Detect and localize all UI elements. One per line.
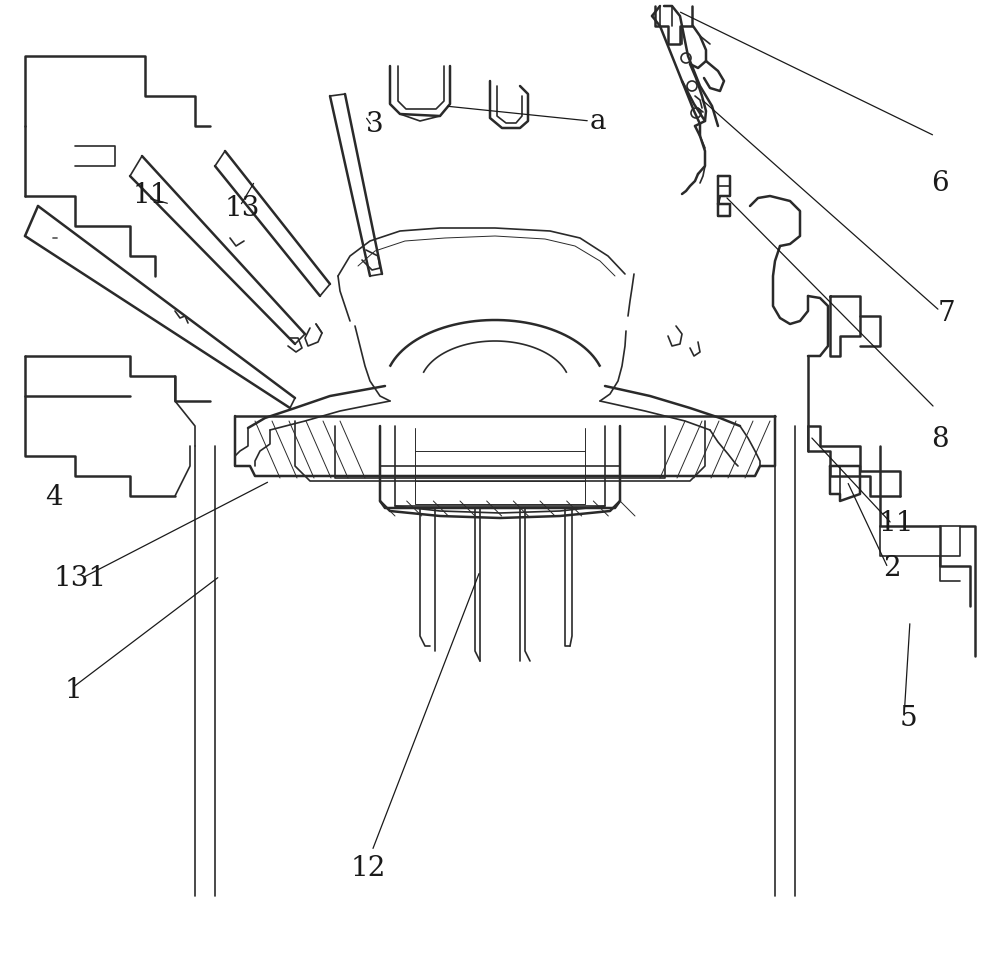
Text: 131: 131 — [53, 565, 107, 592]
Text: 2: 2 — [883, 555, 901, 582]
Text: 5: 5 — [899, 706, 917, 732]
Text: 7: 7 — [937, 300, 955, 327]
Text: 6: 6 — [931, 170, 949, 197]
Text: 8: 8 — [931, 426, 949, 453]
Text: 12: 12 — [350, 855, 386, 881]
Text: 13: 13 — [224, 195, 260, 222]
Text: a: a — [590, 108, 606, 135]
Text: 11: 11 — [132, 183, 168, 209]
Text: 11: 11 — [878, 511, 914, 537]
Text: 3: 3 — [366, 111, 384, 138]
Text: 4: 4 — [45, 484, 63, 511]
Text: 1: 1 — [64, 677, 82, 704]
